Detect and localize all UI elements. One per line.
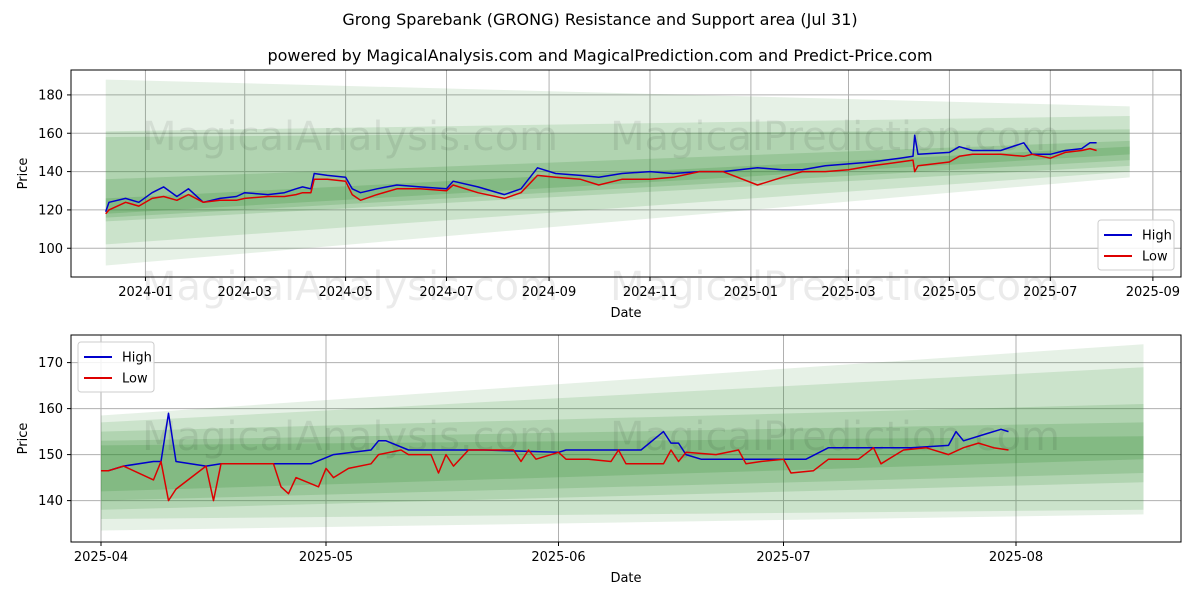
series-line-high [101,412,1009,472]
y-axis-label: Price [16,423,31,455]
band-1 [101,344,1144,531]
x-tick-label: 2025-07 [1023,285,1077,300]
chart-panel-1: MagicalAnalysis.com MagicalPrediction.com… [16,69,1182,321]
x-tick-label: 2024-05 [318,285,372,300]
x-tick-label: 2024-01 [118,285,172,300]
watermark-right: MagicalPrediction.com [610,414,1060,460]
legend-box [77,341,155,393]
legend-label-high: High [1142,229,1172,244]
x-tick-label: 2025-06 [531,550,585,565]
x-tick-label: 2025-08 [989,550,1043,565]
x-axis-label: Date [610,306,641,321]
y-tick-label: 100 [38,242,63,257]
x-tick-label: 2025-05 [922,285,976,300]
series-line-low [105,147,1097,215]
band-5 [101,436,1144,492]
support-resistance-bands [105,79,1130,266]
y-tick-label: 140 [38,494,63,509]
y-tick-label: 140 [38,165,63,180]
series-lines [101,412,1009,502]
legend-label-low: Low [122,372,148,387]
y-tick-label: 180 [38,88,63,103]
band-1 [105,79,1130,266]
chart-title: Grong Sparebank (GRONG) Resistance and S… [342,10,858,29]
legend-label-high: High [122,351,152,366]
band-3 [105,129,1130,222]
plot-frame [70,69,1182,278]
y-tick-label: 170 [38,356,63,371]
series-lines [104,134,1097,215]
x-axis-label: Date [610,571,641,586]
x-tick-label: 2025-04 [74,550,128,565]
watermark-right: MagicalPrediction.com [610,114,1060,160]
legend-box [1097,219,1175,271]
watermark-right-lower: MagicalPrediction.com [610,264,1060,310]
y-tick-label: 150 [38,448,63,463]
watermark-left-lower: MagicalAnalysis.com [142,264,558,310]
x-tick-label: 2025-05 [299,550,353,565]
x-tick-label: 2025-07 [756,550,810,565]
watermark-left: MagicalAnalysis.com [142,114,558,160]
x-tick-label: 2025-03 [821,285,875,300]
support-resistance-bands [101,344,1144,531]
x-tick-label: 2025-09 [1126,285,1180,300]
legend: High Low [77,341,155,393]
series-line-high [104,134,1097,213]
x-tick-label: 2024-11 [623,285,677,300]
y-axis-label: Price [16,158,31,190]
chart-subtitle: powered by MagicalAnalysis.com and Magic… [267,46,933,65]
x-tick-label: 2024-07 [419,285,473,300]
x-tick-label: 2025-01 [724,285,778,300]
x-tick-label: 2024-03 [218,285,272,300]
plot-frame [70,334,1182,543]
band-4 [105,140,1130,218]
chart-panel-2: MagicalAnalysis.com MagicalPrediction.com… [16,334,1182,586]
y-tick-label: 120 [38,203,63,218]
y-tick-label: 160 [38,127,63,142]
band-2 [101,367,1144,519]
legend: High Low [1097,219,1175,271]
band-4 [101,422,1144,501]
y-tick-label: 160 [38,402,63,417]
series-line-low [101,442,1009,502]
legend-label-low: Low [1142,250,1168,265]
x-tick-label: 2024-09 [522,285,576,300]
